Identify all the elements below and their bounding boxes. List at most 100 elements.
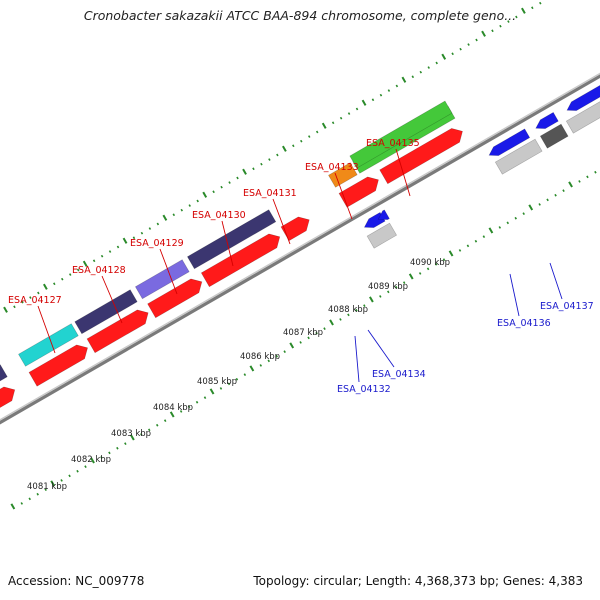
minor-tick [196, 199, 199, 203]
major-tick [130, 434, 135, 441]
minor-tick [435, 61, 438, 65]
minor-tick [36, 492, 39, 496]
major-tick [282, 145, 287, 152]
minor-tick [347, 112, 351, 115]
minor-tick [108, 451, 111, 455]
minor-tick [92, 259, 96, 263]
cog-feature-0 [0, 364, 8, 382]
minor-tick [236, 176, 239, 180]
minor-tick [148, 428, 151, 432]
major-tick [242, 168, 247, 175]
minor-tick [172, 213, 176, 217]
major-tick [90, 457, 95, 464]
minor-tick [459, 47, 462, 51]
major-tick [43, 283, 48, 290]
gene-leader-ESA_04129 [159, 248, 178, 295]
major-tick [202, 191, 208, 198]
minor-tick [140, 433, 143, 436]
gene-label-ESA_04130: ESA_04130 [192, 210, 246, 221]
minor-tick [418, 272, 422, 275]
cds-forward-5 [280, 216, 310, 242]
major-tick [361, 99, 367, 106]
minor-tick [163, 419, 167, 423]
major-tick [521, 7, 526, 14]
tick-label-4090: 4090 kbp [410, 258, 450, 268]
minor-tick [28, 497, 31, 501]
minor-tick [467, 43, 470, 46]
major-tick [408, 273, 414, 280]
minor-tick [275, 354, 278, 358]
minor-tick [268, 158, 271, 161]
minor-tick [235, 377, 239, 381]
minor-tick [427, 66, 430, 69]
cog-feature-green-top [349, 100, 453, 169]
minor-tick [220, 185, 223, 189]
major-tick [169, 411, 175, 418]
minor-tick [155, 423, 159, 427]
cds-reverse-1 [377, 209, 390, 220]
cds-forward-0 [0, 386, 16, 408]
minor-tick [300, 139, 303, 143]
minor-tick [29, 296, 32, 299]
minor-tick [116, 245, 120, 249]
major-tick [321, 122, 327, 129]
minor-tick [474, 239, 478, 243]
cog-feature-1 [18, 323, 79, 367]
minor-tick [20, 502, 24, 505]
minor-tick [394, 285, 398, 289]
major-tick [122, 237, 128, 244]
minor-tick [203, 396, 207, 400]
minor-tick [371, 98, 375, 102]
tick-label-4088: 4088 kbp [328, 305, 368, 315]
minor-tick [76, 469, 79, 473]
minor-tick [179, 410, 183, 413]
tick-label-4086: 4086 kbp [240, 352, 280, 362]
minor-tick [419, 70, 423, 74]
cog-feature-5 [328, 162, 358, 188]
minor-tick [21, 300, 24, 304]
tick-label-4087: 4087 kbp [283, 328, 323, 338]
minor-tick [507, 20, 510, 23]
minor-tick [195, 400, 199, 404]
gene-label-ESA_04137: ESA_04137 [540, 301, 594, 312]
minor-tick [60, 479, 63, 482]
cds-reverse-2 [488, 128, 531, 156]
cog-reverse-3 [565, 101, 600, 134]
minor-tick [315, 130, 319, 134]
minor-tick [156, 222, 160, 226]
minor-tick [538, 203, 541, 206]
minor-tick [132, 236, 136, 240]
minor-tick [100, 254, 104, 258]
minor-tick [339, 318, 342, 321]
minor-tick [315, 331, 318, 335]
minor-tick [379, 93, 383, 97]
major-tick [528, 204, 534, 211]
minor-tick [426, 267, 430, 271]
minor-tick [219, 387, 223, 390]
minor-tick [228, 181, 231, 184]
major-tick [448, 250, 454, 257]
minor-tick [578, 180, 581, 183]
minor-tick [53, 282, 56, 286]
major-tick [329, 319, 334, 326]
minor-tick [212, 190, 215, 194]
minor-tick [76, 268, 80, 272]
minor-tick [363, 304, 366, 308]
gene-label-ESA_04131: ESA_04131 [243, 188, 297, 199]
major-tick [441, 53, 447, 60]
minor-tick [522, 212, 525, 216]
minor-tick [531, 6, 534, 10]
gene-leader-ESA_04137 [549, 262, 563, 300]
gene-label-ESA_04128: ESA_04128 [72, 265, 126, 276]
minor-tick [402, 281, 406, 285]
cds-forward-7 [379, 128, 463, 185]
cog-feature-2 [74, 289, 138, 335]
major-tick [162, 214, 168, 221]
minor-tick [586, 175, 589, 179]
minor-tick [61, 277, 64, 281]
minor-tick [187, 405, 191, 409]
minor-tick [100, 456, 103, 459]
map-title: Cronobacter sakazakii ATCC BAA-894 chrom… [83, 8, 517, 23]
minor-tick [506, 221, 510, 225]
